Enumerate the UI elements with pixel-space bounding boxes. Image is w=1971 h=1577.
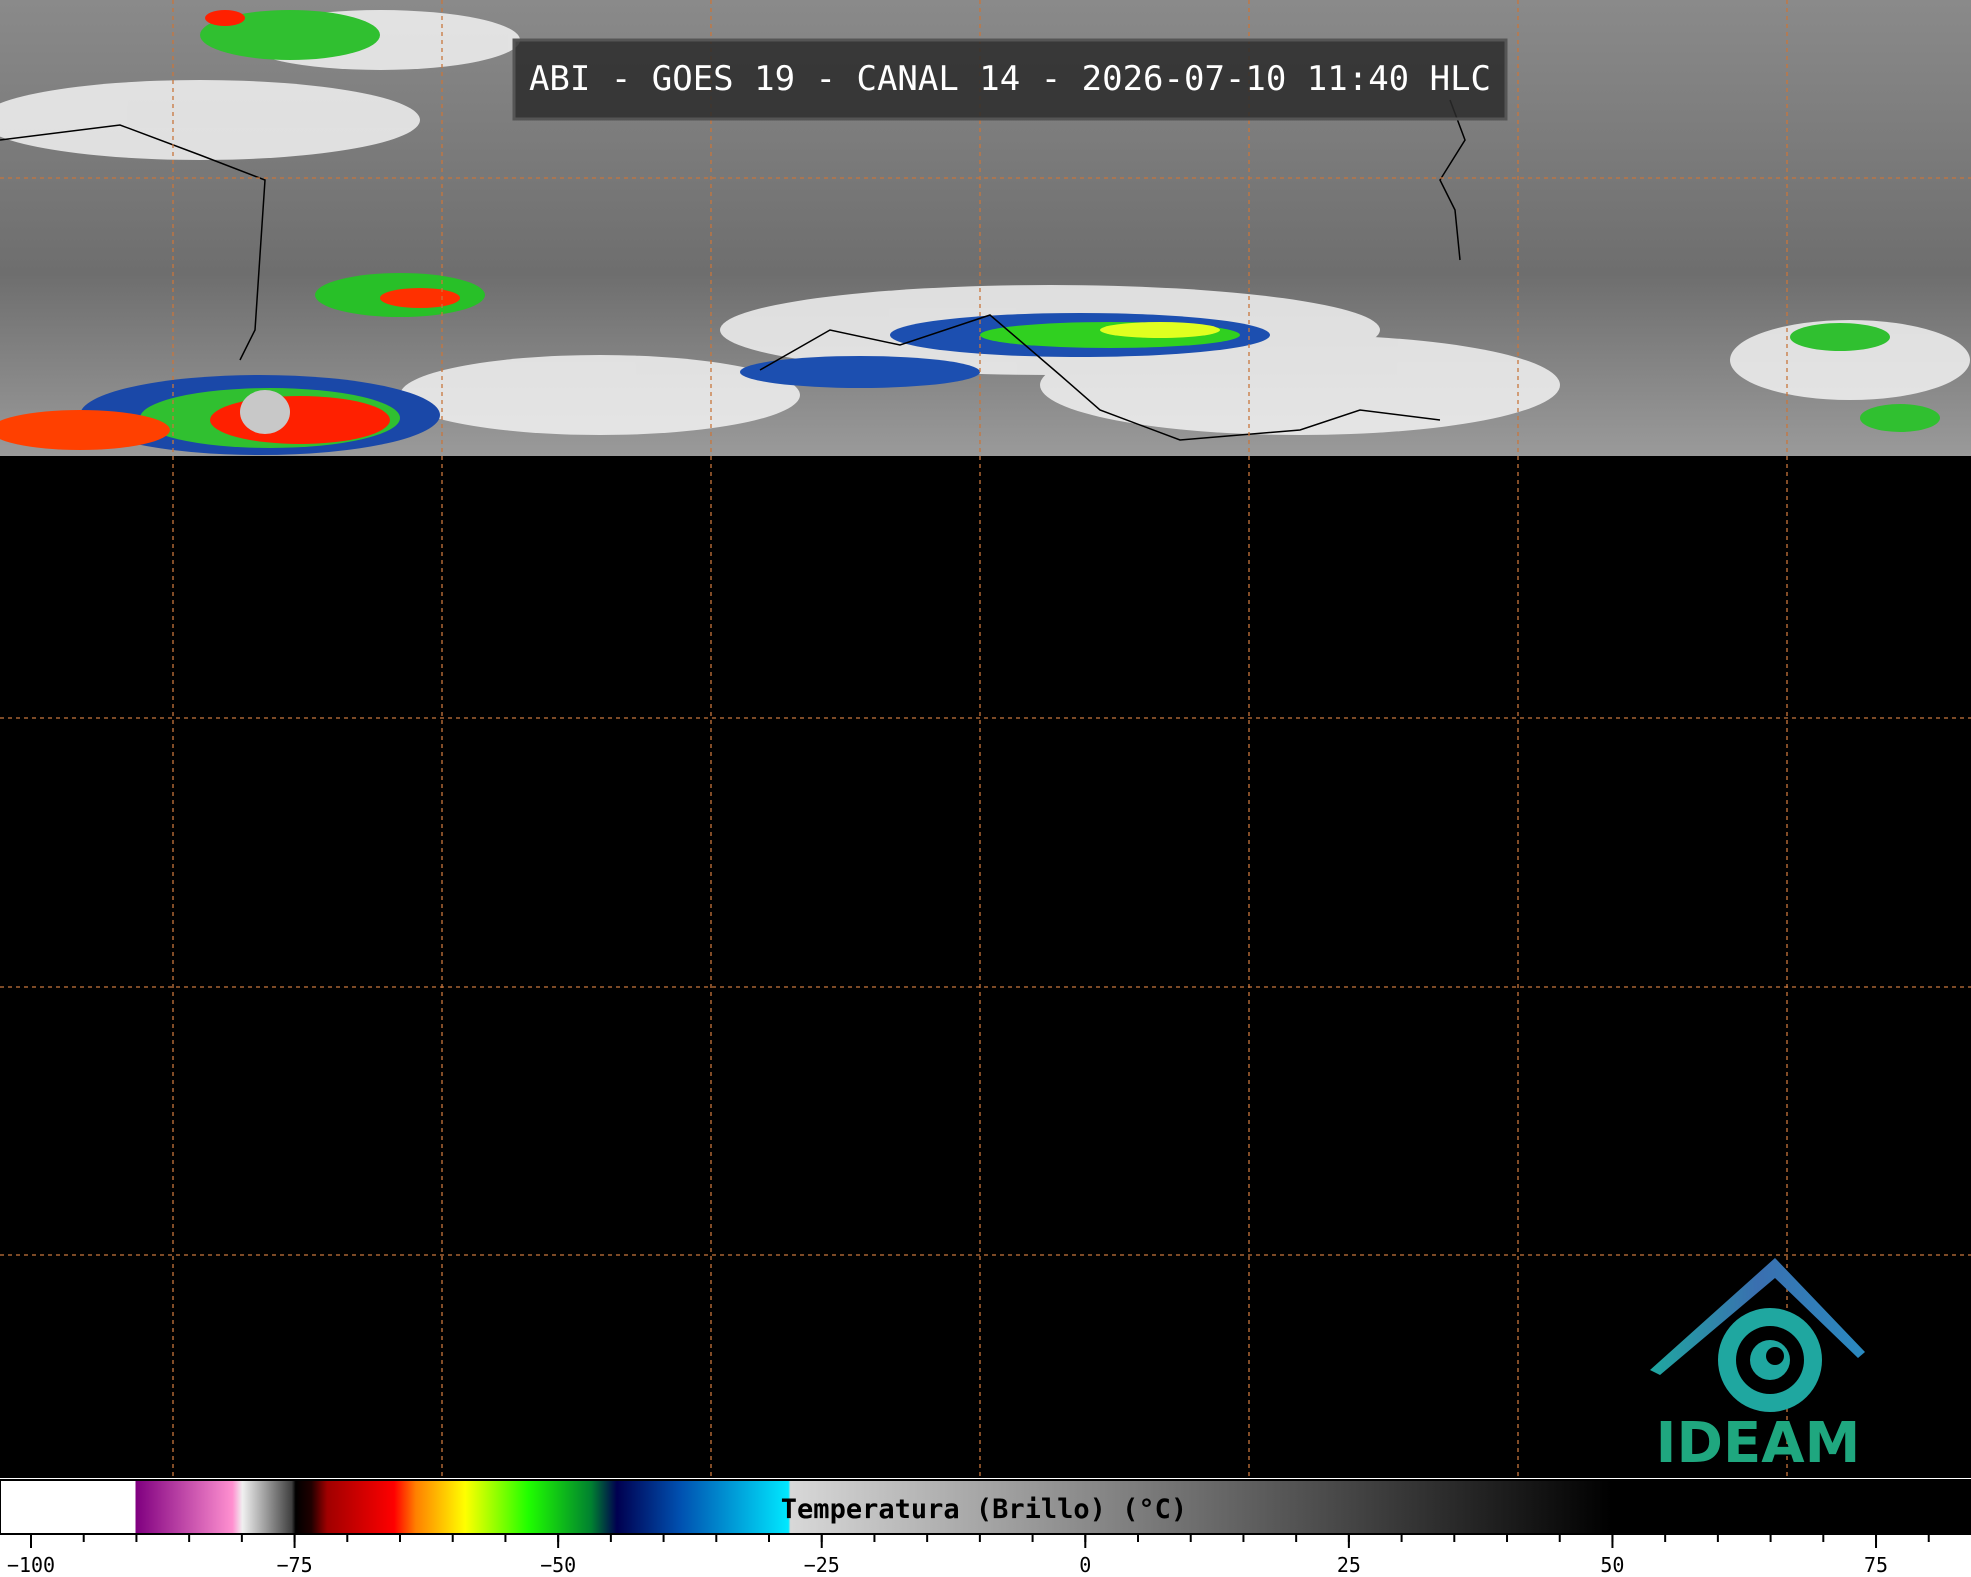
- coastline: [0, 99, 1466, 441]
- logo: IDEAM: [1650, 1258, 1865, 1476]
- colorbar-tick-label: −25: [804, 1553, 840, 1577]
- grid: [0, 0, 1971, 1478]
- colorbar-tick-label: −75: [277, 1553, 313, 1577]
- logo-text: IDEAM: [1656, 1411, 1861, 1476]
- colorbar-tick-label: 25: [1337, 1553, 1361, 1577]
- satellite-image: [0, 0, 1971, 1478]
- cold-cloud-tops: [0, 10, 1940, 455]
- title: ABI - GOES 19 - CANAL 14 - 2026-07-10 11…: [529, 59, 1491, 99]
- colorbar-tick-label: −50: [540, 1553, 576, 1577]
- colorbar: Temperatura (Brillo) (°C): [0, 1479, 1971, 1535]
- title-box: ABI - GOES 19 - CANAL 14 - 2026-07-10 11…: [512, 38, 1508, 121]
- colorbar-label: Temperatura (Brillo) (°C): [781, 1494, 1187, 1525]
- colorbar-tick-label: 75: [1864, 1553, 1888, 1577]
- colorbar-tick-label: −100: [7, 1553, 55, 1577]
- colorbar-tick-label: 0: [1079, 1553, 1091, 1577]
- colorbar-gradient: [0, 1480, 1971, 1534]
- colorbar-tick-label: 50: [1600, 1553, 1624, 1577]
